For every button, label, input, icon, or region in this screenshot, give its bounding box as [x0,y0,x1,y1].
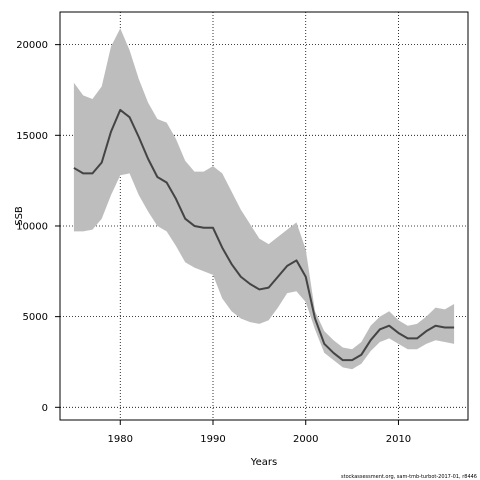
x-tick-label: 1990 [200,434,225,445]
y-axis: 0 5000 10000 15000 20000 [16,40,60,414]
x-axis-title: Years [250,457,277,468]
ssb-estimate-line [73,108,455,362]
y-tick-label: 20000 [16,40,48,51]
x-tick-label: 2010 [386,434,411,445]
y-tick-label: 5000 [23,312,48,323]
y-tick-label: 10000 [16,221,48,232]
x-tick-label: 2000 [293,434,318,445]
plot-frame [59,11,469,421]
confidence-band [73,28,455,370]
x-axis: 1980 1990 2000 2010 [108,420,411,445]
y-tick-label: 0 [42,403,48,414]
y-axis-title: SSB [14,206,25,226]
y-tick-label: 15000 [16,131,48,142]
x-tick-label: 1980 [108,434,133,445]
source-credit: stockassessment.org, sam-tmb-turbot-2017… [341,474,477,480]
